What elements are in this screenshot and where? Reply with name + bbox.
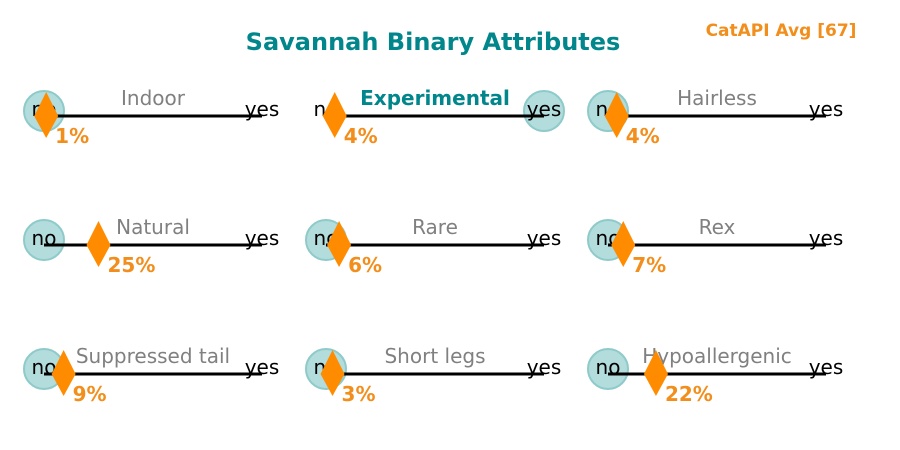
answer-circle-hypoallergenic [587,348,629,390]
attribute-panels: noyesIndoor1%noyesExperimental4%noyesHai… [23,86,844,406]
value-label-natural: 25% [108,253,156,277]
yes-label-suppressed-tail: yes [245,355,280,379]
value-marker-rex [611,221,636,267]
value-label-suppressed-tail: 9% [73,382,107,406]
yes-label-hairless: yes [809,97,844,121]
attribute-label-short-legs: Short legs [384,344,485,368]
value-label-experimental: 4% [344,124,378,148]
value-marker-indoor [34,92,59,138]
value-label-hairless: 4% [626,124,660,148]
yes-label-rare: yes [527,226,562,250]
attribute-label-experimental: Experimental [360,86,510,110]
yes-label-hypoallergenic: yes [809,355,844,379]
value-label-rare: 6% [348,253,382,277]
attribute-label-rare: Rare [412,215,458,239]
yes-label-experimental: yes [527,97,562,121]
attribute-label-natural: Natural [116,215,190,239]
value-label-short-legs: 3% [342,382,376,406]
answer-circle-experimental [523,90,565,132]
attribute-label-hairless: Hairless [677,86,757,110]
attribute-label-indoor: Indoor [121,86,186,110]
value-marker-natural [86,221,111,267]
attribute-label-suppressed-tail: Suppressed tail [76,344,230,368]
answer-circle-natural [23,219,65,261]
catapi-average-label: CatAPI Avg [67] [706,21,857,41]
yes-label-short-legs: yes [527,355,562,379]
attribute-label-rex: Rex [699,215,736,239]
attribute-label-hypoallergenic: Hypoallergenic [642,344,792,368]
no-label-natural: no [32,226,57,250]
value-marker-suppressed-tail [51,350,76,396]
no-label-hypoallergenic: no [596,355,621,379]
chart-title: Savannah Binary Attributes [246,28,621,56]
value-label-rex: 7% [632,253,666,277]
value-marker-short-legs [320,350,345,396]
value-marker-hairless [604,92,629,138]
value-marker-hypoallergenic [643,350,668,396]
value-marker-rare [327,221,352,267]
yes-label-natural: yes [245,226,280,250]
value-label-indoor: 1% [55,124,89,148]
yes-label-rex: yes [809,226,844,250]
value-label-hypoallergenic: 22% [665,382,713,406]
value-marker-experimental [322,92,347,138]
yes-label-indoor: yes [245,97,280,121]
